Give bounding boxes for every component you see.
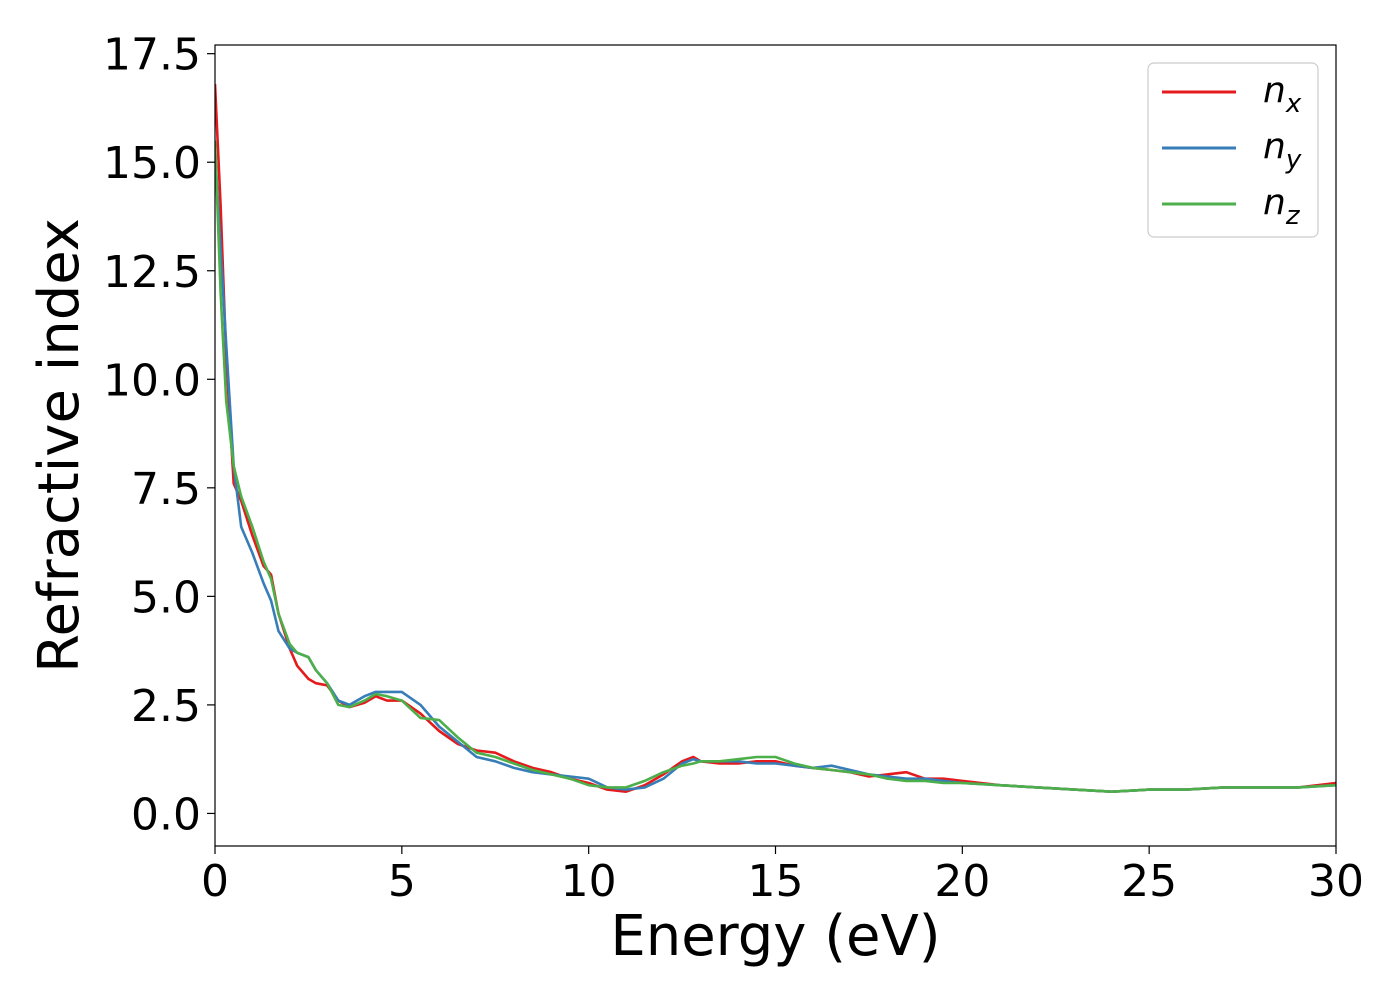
- y-tick-label: 2.5: [131, 681, 201, 732]
- series-line-x: [215, 84, 1336, 793]
- x-tick-label: 5: [388, 856, 416, 907]
- x-axis-label: Energy (eV): [610, 904, 940, 969]
- legend-label-subscript: y: [1285, 145, 1302, 175]
- legend-label-subscript: x: [1285, 89, 1302, 119]
- legend-box: [1147, 62, 1319, 238]
- x-tick-label: 30: [1308, 856, 1364, 907]
- y-tick-label: 10.0: [103, 355, 201, 406]
- series-line-z: [215, 140, 1336, 793]
- series-layer: [215, 84, 1336, 793]
- x-tick-label: 15: [748, 856, 804, 907]
- x-tick-label: 20: [934, 856, 990, 907]
- y-axis-ticks: 0.0 2.5 5.0 7.5 10.0 12.5 15.0 17.5: [103, 30, 215, 840]
- x-tick-label: 25: [1121, 856, 1177, 907]
- legend-label-base: n: [1263, 182, 1286, 223]
- y-tick-label: 5.0: [131, 572, 201, 623]
- x-tick-label: 0: [201, 856, 229, 907]
- x-tick-label: 10: [561, 856, 617, 907]
- legend-label-y: ny: [1263, 126, 1302, 175]
- legend-label-subscript: z: [1285, 201, 1301, 231]
- legend-label-x: nx: [1263, 70, 1302, 119]
- legend-label-z: nz: [1263, 182, 1301, 231]
- y-tick-label: 12.5: [103, 247, 201, 298]
- y-tick-label: 15.0: [103, 138, 201, 189]
- y-tick-label: 0.0: [131, 789, 201, 840]
- y-axis-label: Refractive index: [27, 218, 92, 673]
- x-axis-ticks: 0 5 10 15 20 25 30: [201, 846, 1364, 907]
- legend-label-base: n: [1263, 70, 1286, 111]
- y-tick-label: 7.5: [131, 464, 201, 515]
- legend-label-base: n: [1263, 126, 1286, 167]
- y-tick-label: 17.5: [103, 30, 201, 81]
